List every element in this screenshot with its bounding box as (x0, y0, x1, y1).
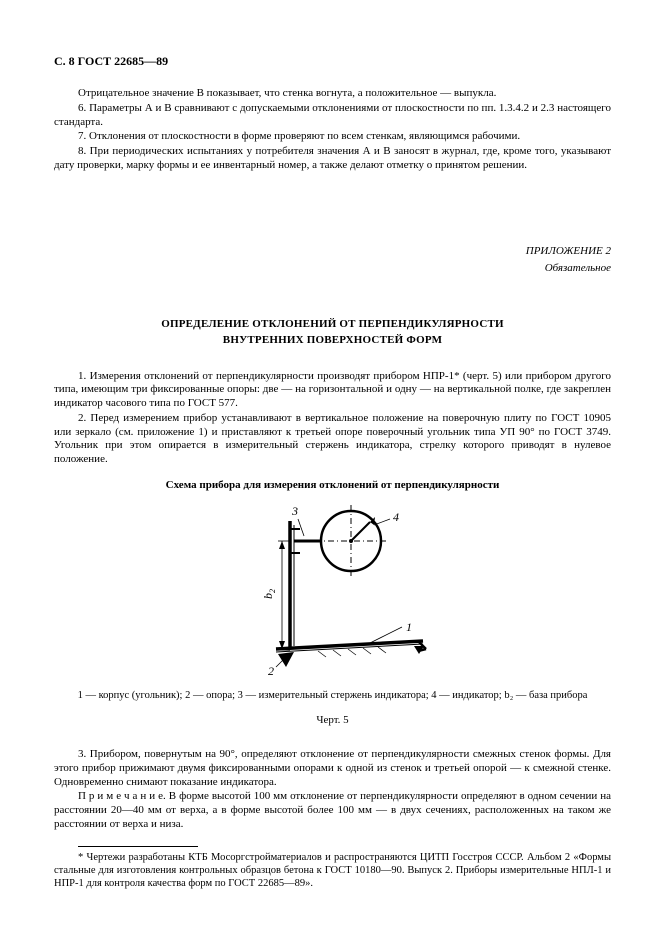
section-title-line2: ВНУТРЕННИХ ПОВЕРХНОСТЕЙ ФОРМ (54, 334, 611, 348)
perpendicularity-device-svg: 1 2 3 4 b2 (218, 499, 448, 679)
svg-text:b2: b2 (261, 589, 277, 599)
scheme-caption: Схема прибора для измерения отклонений о… (54, 479, 611, 493)
svg-text:2: 2 (268, 664, 274, 678)
body-item-1: 1. Измерения отклонений от перпендикуляр… (54, 370, 611, 411)
appendix-number: ПРИЛОЖЕНИЕ 2 (54, 245, 611, 259)
page-header: С. 8 ГОСТ 22685—89 (54, 54, 611, 69)
footnote-rule (78, 846, 198, 847)
svg-text:3: 3 (291, 504, 298, 518)
section-title-line1: ОПРЕДЕЛЕНИЕ ОТКЛОНЕНИЙ ОТ ПЕРПЕНДИКУЛЯРН… (54, 318, 611, 332)
body-note: П р и м е ч а н и е. В форме высотой 100… (54, 790, 611, 831)
body-item-2: 2. Перед измерением прибор устанавливают… (54, 412, 611, 467)
paragraph-item-6: 6. Параметры А и В сравнивают с допускае… (54, 102, 611, 130)
paragraph-neg-b: Отрицательное значение В показывает, что… (54, 87, 611, 101)
body-item-3: 3. Прибором, повернутым на 90°, определя… (54, 748, 611, 789)
appendix-type: Обязательное (54, 262, 611, 276)
figure-5: 1 2 3 4 b2 (54, 499, 611, 684)
figure-legend: 1 — корпус (угольник); 2 — опора; 3 — из… (54, 689, 611, 702)
svg-text:4: 4 (393, 510, 399, 524)
figure-number: Черт. 5 (54, 714, 611, 728)
paragraph-item-8: 8. При периодических испытаниях у потреб… (54, 145, 611, 173)
paragraph-item-7: 7. Отклонения от плоскостности в форме п… (54, 130, 611, 144)
svg-text:1: 1 (406, 620, 412, 634)
page: С. 8 ГОСТ 22685—89 Отрицательное значени… (0, 0, 661, 930)
footnote: * Чертежи разработаны КТБ Мосоргстроймат… (54, 851, 611, 890)
